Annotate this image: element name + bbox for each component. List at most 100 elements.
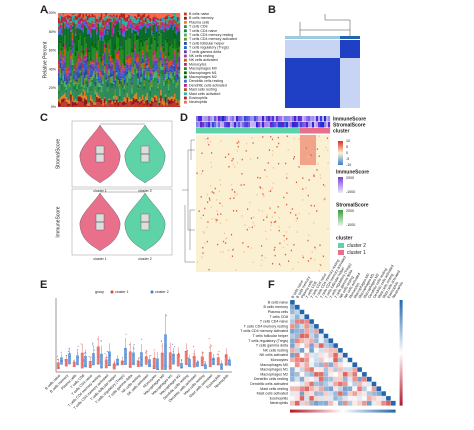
bar-segment [141, 73, 144, 95]
point [213, 358, 215, 360]
heatmap-cell [322, 255, 325, 258]
bar-segment [164, 58, 167, 63]
corr-cell [304, 376, 310, 382]
colorbar [399, 300, 403, 406]
bar-segment [114, 89, 117, 96]
corr-cell [328, 400, 334, 406]
bar-segment [126, 60, 129, 62]
heatmap-cell [268, 190, 270, 193]
bar-segment [94, 42, 97, 48]
annotation-cell [318, 116, 321, 122]
point [212, 359, 214, 361]
bar-segment [175, 88, 178, 89]
heatmap-cell [316, 210, 318, 212]
bar-segment [131, 101, 133, 106]
annotation-cell [320, 116, 323, 122]
point [80, 343, 82, 345]
heatmap-cell [206, 193, 208, 196]
bar-segment [176, 48, 179, 53]
bar-segment [170, 13, 173, 17]
bar-segment [93, 13, 95, 16]
heatmap-cell [226, 237, 228, 239]
bar-segment [108, 25, 111, 30]
heatmap-cell [293, 243, 295, 246]
heatmap-cell [236, 162, 239, 164]
annotation-cell [268, 122, 271, 128]
corr-cell [304, 391, 310, 397]
bar-segment [90, 22, 92, 29]
bar-segment [80, 86, 83, 90]
corr-cell [371, 400, 377, 406]
annotation-cell [296, 116, 299, 122]
annotation-cell [218, 122, 221, 128]
bar-segment [172, 80, 175, 84]
box [200, 356, 204, 367]
bar-segment [59, 28, 62, 34]
bar-segment [143, 100, 146, 104]
point [84, 352, 86, 354]
heatmap-cell [313, 222, 315, 224]
bar-segment [155, 95, 158, 101]
bar-segment [103, 102, 106, 107]
bar-segment [102, 75, 104, 82]
corr-cell [304, 371, 310, 377]
bar-segment [94, 13, 97, 15]
point [165, 365, 167, 367]
bar-segment [112, 99, 115, 102]
bar-segment [146, 58, 149, 63]
bar-segment [103, 70, 106, 74]
bar-segment [58, 59, 60, 65]
bar-segment [154, 97, 156, 103]
bar-segment [71, 64, 74, 72]
bar-segment [140, 100, 143, 104]
heatmap-cell [298, 212, 300, 215]
bar-segment [128, 64, 130, 68]
corr-cell [299, 367, 305, 373]
bar-segment [144, 74, 147, 78]
bar-segment [134, 63, 136, 68]
bar-segment [73, 14, 75, 18]
bar-segment [134, 31, 136, 35]
bar-segment [79, 28, 82, 34]
corr-cell [323, 333, 329, 339]
heatmap-cell [308, 212, 310, 215]
corr-cell [342, 367, 348, 373]
annotation-cell [304, 122, 307, 128]
annotation-cell [318, 122, 321, 128]
plot-frame [71, 188, 173, 256]
corr-cell [289, 343, 295, 349]
legend-swatch [184, 12, 187, 16]
bar-segment [157, 13, 159, 19]
point [92, 345, 94, 347]
bar-segment [83, 105, 86, 107]
bar-segment [106, 106, 109, 107]
bar-segment [109, 102, 112, 107]
annotation-cell [232, 122, 235, 128]
corr-cell [352, 381, 358, 387]
bar-segment [147, 38, 150, 58]
corr-cell [289, 314, 295, 320]
bar-segment [126, 16, 129, 22]
row-label: Monocytes [271, 358, 289, 362]
legend-label: T cells follicular helper [189, 41, 225, 45]
corr-cell [366, 381, 372, 387]
bar-segment [129, 72, 132, 74]
annotation-cell [324, 128, 327, 134]
bar-segment [80, 89, 83, 93]
bar-segment [74, 79, 77, 82]
bar-segment [119, 72, 121, 79]
corr-cell [304, 347, 310, 353]
annotation-cell [260, 122, 263, 128]
bar-segment [152, 98, 155, 102]
bar-segment [137, 39, 140, 54]
corr-cell [333, 386, 339, 392]
bar-segment [141, 54, 144, 58]
bar-segment [114, 69, 117, 74]
bar-segment [135, 66, 138, 69]
bar-segment [134, 67, 136, 69]
bar-segment [77, 69, 80, 74]
bar-segment [152, 24, 155, 33]
point [213, 362, 215, 364]
bar-segment [151, 69, 153, 71]
bar-segment [163, 28, 165, 32]
